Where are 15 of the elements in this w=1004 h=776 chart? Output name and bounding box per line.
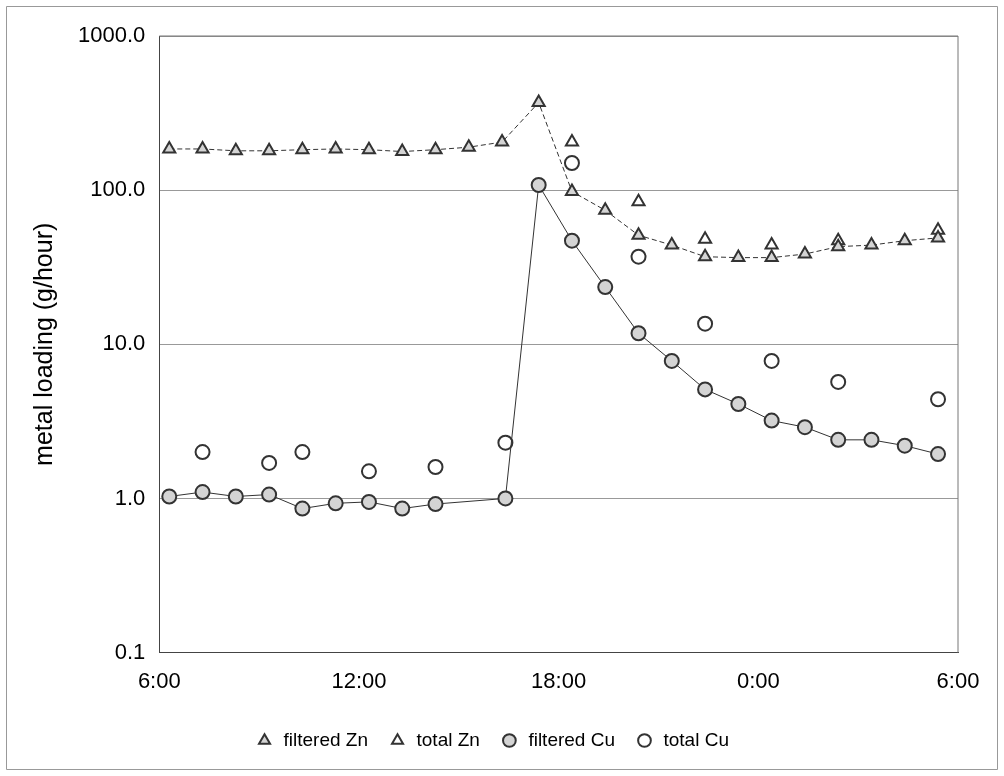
y-tick-label: 10.0 <box>102 330 146 356</box>
y-tick-label: 1000.0 <box>77 22 146 48</box>
legend-label: filtered Cu <box>528 728 615 750</box>
y-tick-label: 100.0 <box>90 176 146 202</box>
x-tick-label: 12:00 <box>331 667 387 693</box>
x-tick-label: 6:00 <box>137 667 181 693</box>
y-tick-label: 1.0 <box>114 484 146 510</box>
y-axis-title: metal loading (g/hour) <box>28 222 57 466</box>
y-tick-label: 0.1 <box>114 638 146 664</box>
legend-label: total Zn <box>416 728 480 750</box>
legend-label: filtered Zn <box>283 728 369 750</box>
x-tick-label: 6:00 <box>936 667 980 693</box>
x-tick-label: 18:00 <box>531 667 587 693</box>
legend-label: total Cu <box>663 728 729 750</box>
x-tick-label: 0:00 <box>736 667 780 693</box>
